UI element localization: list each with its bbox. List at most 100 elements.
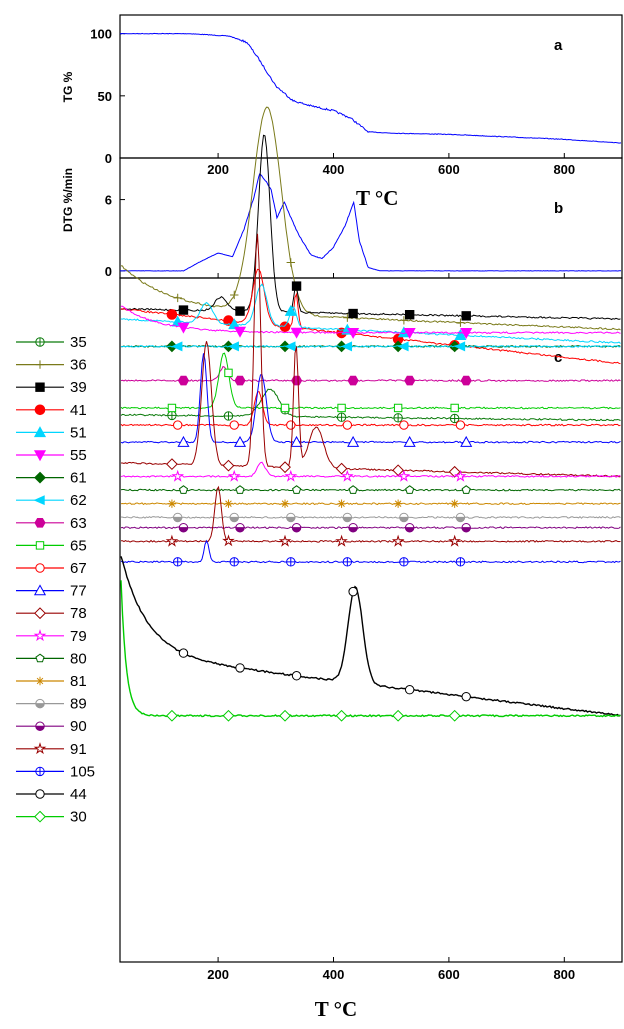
- tg-axis-title: TG %: [61, 71, 75, 102]
- series-marker: [392, 709, 405, 722]
- series-marker: [391, 534, 405, 547]
- legend-item-67: 67: [16, 560, 87, 577]
- series-marker: [286, 420, 296, 430]
- series-89: [120, 512, 621, 523]
- series-marker: [234, 375, 246, 386]
- series-55: [121, 305, 621, 339]
- series-marker: [341, 469, 354, 482]
- series-marker: [222, 709, 235, 722]
- series-line: [120, 461, 621, 478]
- panel-c-x-label: T °C: [315, 997, 357, 1021]
- series-marker: [171, 341, 183, 352]
- legend-label: 105: [70, 763, 95, 780]
- panel-b-x-label: T °C: [356, 186, 398, 210]
- y-tick-label: 6: [105, 193, 112, 208]
- series-marker: [397, 469, 411, 482]
- series-marker: [177, 322, 190, 334]
- legend-item-55: 55: [16, 447, 87, 464]
- series-marker: [342, 420, 353, 430]
- x-tick-label: 400: [323, 967, 345, 982]
- legend-label: 80: [70, 650, 87, 667]
- series-marker: [35, 725, 45, 731]
- series-line: [120, 365, 621, 383]
- series-marker: [233, 326, 247, 338]
- series-marker: [230, 557, 239, 567]
- panel-c-plot: [120, 106, 621, 722]
- series-marker: [337, 499, 346, 508]
- panel-a-letter: a: [554, 37, 563, 54]
- series-marker: [340, 341, 353, 352]
- series-line: [120, 388, 621, 422]
- series-marker: [399, 316, 409, 325]
- series-marker: [178, 485, 189, 494]
- series-marker: [290, 327, 303, 339]
- legend-item-51: 51: [16, 424, 87, 441]
- series-marker: [167, 403, 177, 413]
- panel-c-frame: [119, 277, 623, 963]
- series-marker: [167, 499, 177, 508]
- series-marker: [34, 810, 46, 823]
- series-marker: [173, 516, 183, 523]
- series-line: [120, 391, 621, 427]
- series-marker: [228, 318, 241, 330]
- series-marker: [342, 516, 353, 523]
- legend-label: 39: [70, 379, 87, 396]
- series-marker: [178, 648, 189, 658]
- series-marker: [35, 767, 45, 776]
- series-marker: [284, 304, 297, 316]
- series-marker: [33, 584, 47, 596]
- legend-item-91: 91: [16, 741, 87, 758]
- legend-label: 90: [70, 718, 87, 735]
- series-line: [120, 580, 621, 718]
- y-tick-label: 0: [105, 151, 112, 166]
- series-marker: [224, 499, 233, 508]
- series-marker: [392, 464, 405, 477]
- series-marker: [35, 653, 45, 663]
- series-marker: [348, 586, 358, 597]
- series-line: [120, 488, 621, 492]
- series-marker: [222, 459, 235, 472]
- legend-label: 91: [70, 741, 87, 758]
- series-marker: [35, 563, 45, 573]
- panel-c-ticks: 200 400 600 800: [207, 957, 575, 982]
- x-tick-label: 800: [553, 162, 575, 177]
- x-tick-label: 200: [207, 967, 229, 982]
- series-marker: [403, 435, 416, 447]
- series-marker: [222, 534, 235, 547]
- x-tick-label: 400: [323, 162, 345, 177]
- series-30: [120, 580, 621, 722]
- series-marker: [233, 435, 247, 447]
- series-36: [120, 106, 621, 331]
- series-line: [121, 233, 621, 478]
- legend-item-77: 77: [16, 583, 87, 600]
- series-marker: [348, 485, 358, 494]
- legend-item-39: 39: [16, 379, 87, 396]
- series-marker: [291, 527, 302, 533]
- series-marker: [34, 471, 46, 484]
- series-81: [120, 499, 621, 508]
- series-marker: [393, 413, 403, 423]
- series-line: [120, 344, 621, 348]
- x-tick-label: 800: [553, 967, 575, 982]
- legend-item-35: 35: [16, 334, 87, 351]
- series-marker: [348, 308, 358, 319]
- series-80: [120, 485, 621, 494]
- series-line: [120, 106, 621, 331]
- legend-label: 81: [70, 673, 87, 690]
- series-marker: [403, 328, 416, 339]
- x-tick-label: 600: [438, 162, 460, 177]
- series-marker: [33, 742, 47, 755]
- series-marker: [177, 435, 190, 447]
- series-41: [120, 268, 621, 365]
- legend-item-65: 65: [16, 537, 87, 554]
- series-marker: [35, 382, 45, 392]
- series-marker: [337, 413, 346, 422]
- series-marker: [227, 469, 241, 482]
- legend-label: 36: [70, 357, 87, 374]
- series-marker: [292, 485, 302, 494]
- panel-b-plot: [120, 173, 622, 272]
- series-marker: [35, 541, 45, 550]
- x-tick-label: 600: [438, 967, 460, 982]
- x-tick-label: 200: [207, 162, 229, 177]
